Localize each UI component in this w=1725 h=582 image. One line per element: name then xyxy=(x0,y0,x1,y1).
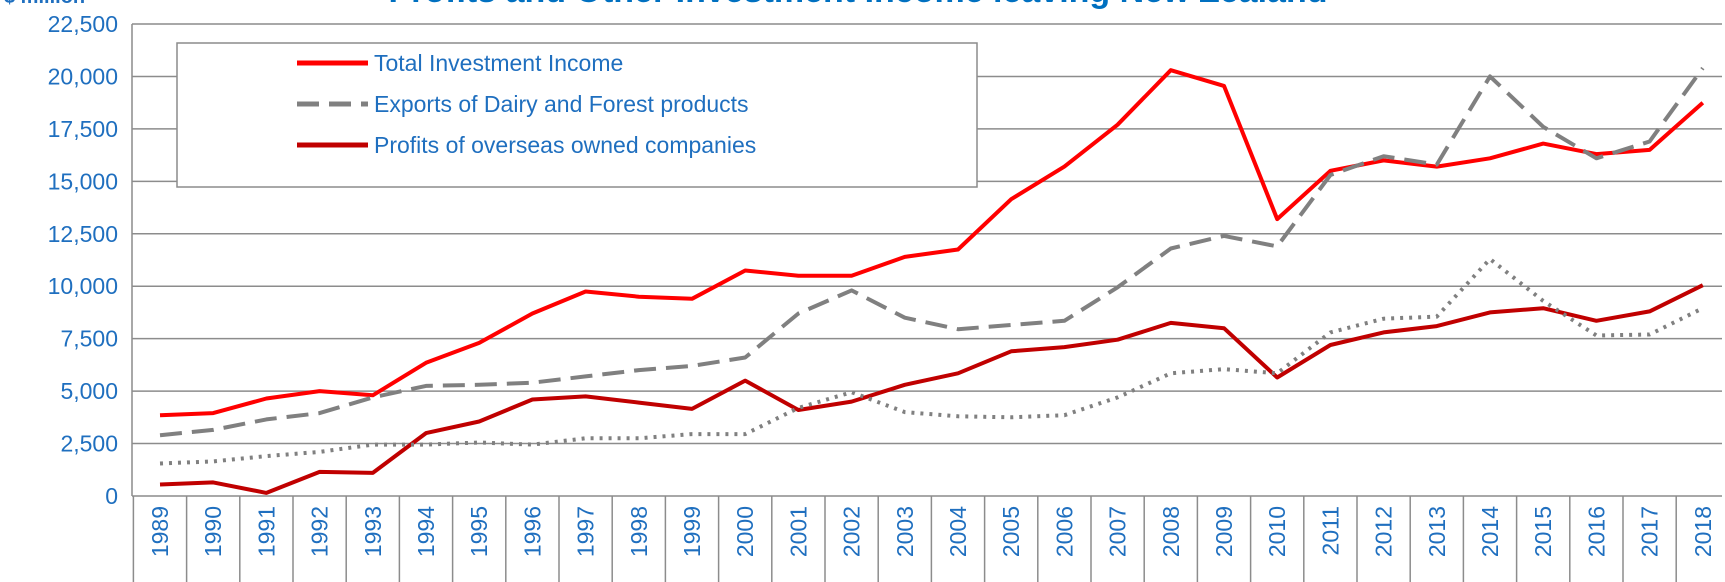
y-tick-label: 5,000 xyxy=(60,378,118,404)
x-tick-label: 2008 xyxy=(1158,506,1184,557)
x-tick-label: 2005 xyxy=(998,506,1024,557)
legend-label: Exports of Dairy and Forest products xyxy=(374,91,749,117)
legend-box xyxy=(176,42,978,188)
x-tick-label: 1998 xyxy=(626,506,652,557)
y-tick-label: 10,000 xyxy=(48,273,118,299)
x-tick-label: 1991 xyxy=(253,506,279,557)
x-tick-label: 1995 xyxy=(466,506,492,557)
x-tick-label: 2018 xyxy=(1690,506,1716,557)
x-tick-label: 2004 xyxy=(945,506,971,557)
legend-label: Profits of overseas owned companies xyxy=(374,132,756,158)
y-tick-label: 0 xyxy=(105,483,118,509)
x-tick-label: 2009 xyxy=(1211,506,1237,557)
y-tick-label: 12,500 xyxy=(48,221,118,247)
y-axis-label: $ million xyxy=(4,0,85,8)
x-tick-label: 2003 xyxy=(892,506,918,557)
x-tick-label: 1997 xyxy=(573,506,599,557)
x-tick-label: 1993 xyxy=(360,506,386,557)
x-tick-label: 2014 xyxy=(1477,506,1503,557)
x-tick-label: 2012 xyxy=(1371,506,1397,557)
line-series xyxy=(159,66,1705,438)
line-series xyxy=(159,68,1705,418)
x-tick-label: 1990 xyxy=(200,506,226,557)
x-tick-label: 1992 xyxy=(307,506,333,557)
x-tick-label: 2001 xyxy=(785,506,811,557)
y-tick-label: 20,000 xyxy=(48,63,118,89)
chart-title: Profits and Other Investment Income leav… xyxy=(388,0,1327,10)
x-tick-label: 2010 xyxy=(1264,506,1290,557)
x-tick-label: 2011 xyxy=(1317,506,1343,555)
x-tick-label: 2007 xyxy=(1105,506,1131,557)
x-tick-label: 2016 xyxy=(1583,506,1609,557)
x-tick-label: 2002 xyxy=(839,506,865,557)
legend-label: Total Investment Income xyxy=(374,50,623,76)
x-tick-label: 2013 xyxy=(1424,506,1450,557)
x-tick-label: 1989 xyxy=(147,506,173,557)
line-series xyxy=(159,257,1704,466)
y-tick-label: 15,000 xyxy=(48,168,118,194)
x-tick-label: 2017 xyxy=(1637,506,1663,557)
x-tick-label: 2006 xyxy=(1051,506,1077,557)
x-tick-label: 1996 xyxy=(519,506,545,557)
y-tick-label: 17,500 xyxy=(48,116,118,142)
line-series xyxy=(159,283,1704,495)
x-tick-label: 2000 xyxy=(732,506,758,557)
y-tick-label: 2,500 xyxy=(60,431,118,457)
x-tick-label: 1999 xyxy=(679,506,705,557)
x-tick-label: 2015 xyxy=(1530,506,1556,557)
y-tick-label: 22,500 xyxy=(48,11,118,37)
y-tick-label: 7,500 xyxy=(60,326,118,352)
x-tick-label: 1994 xyxy=(413,506,439,557)
